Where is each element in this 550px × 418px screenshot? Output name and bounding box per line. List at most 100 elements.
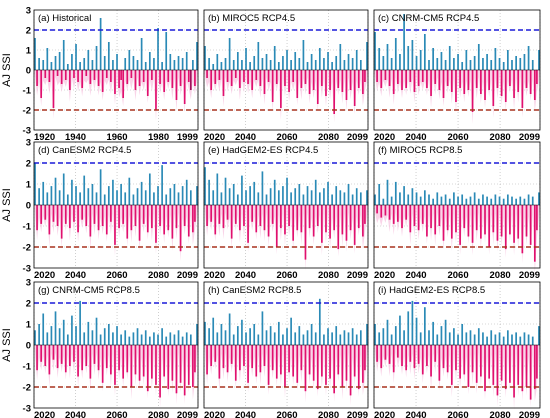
bar-2088 <box>173 334 176 345</box>
bar-2060 <box>457 196 459 205</box>
bar-2094 <box>355 334 358 345</box>
bar-2042 <box>249 186 251 205</box>
bar-2089 <box>517 70 520 92</box>
bar-2040 <box>415 317 418 345</box>
bar-2060 <box>286 328 288 345</box>
bar-2034 <box>403 330 405 345</box>
bar-2090 <box>177 192 180 205</box>
bar-2030 <box>54 177 57 205</box>
bar-2097 <box>192 345 194 387</box>
bar-2049 <box>93 345 96 364</box>
bar-2057 <box>280 70 282 108</box>
bar-2020 <box>204 46 206 70</box>
bar-2093 <box>525 70 528 88</box>
bar-2042 <box>249 328 251 345</box>
bar-2038 <box>71 315 73 345</box>
bar-2055 <box>275 70 278 84</box>
bar-2073 <box>484 70 486 100</box>
bar-2058 <box>112 179 114 205</box>
bar-2020 <box>34 163 36 205</box>
bar-2077 <box>492 70 495 106</box>
xtick-label: 2080 <box>318 270 339 281</box>
bar-2046 <box>257 334 260 345</box>
bar-2021 <box>376 205 378 214</box>
bar-2050 <box>436 334 439 345</box>
ytick-label: 0 <box>26 201 31 212</box>
bar-2049 <box>263 205 266 231</box>
bar-2079 <box>496 345 499 396</box>
bar-2073 <box>312 70 315 90</box>
panel-frame <box>203 141 369 269</box>
bar-2096 <box>531 60 534 70</box>
bar-2076 <box>148 336 151 345</box>
bar-2056 <box>277 62 280 70</box>
bar-1947 <box>89 70 92 84</box>
panel-1: -3 -2 -1 0 1 2 3 1920 1940 1960 1980 1999 (a) Histor… <box>23 6 199 143</box>
bar-2087 <box>513 70 515 98</box>
bar-2080 <box>327 52 329 70</box>
xtick-label: 2080 <box>318 132 339 143</box>
bar-2028 <box>390 196 393 205</box>
bar-2070 <box>306 186 309 205</box>
bar-1955 <box>105 70 108 78</box>
bar-2045 <box>255 345 258 377</box>
bar-1921 <box>36 70 38 86</box>
bar-2082 <box>331 332 333 345</box>
bar-2027 <box>388 205 391 220</box>
bar-2037 <box>69 205 71 229</box>
bar-2089 <box>517 205 520 239</box>
bar-2051 <box>97 205 100 231</box>
bar-2092 <box>523 54 526 70</box>
bar-2035 <box>234 345 237 381</box>
bar-2064 <box>294 332 297 345</box>
bar-2091 <box>349 205 352 231</box>
negative-envelope <box>374 205 540 275</box>
bar-2038 <box>411 40 414 70</box>
bar-2029 <box>52 345 55 360</box>
bar-2055 <box>446 205 449 231</box>
bar-2081 <box>329 345 331 379</box>
ylabel-row-2: AJ SSI <box>1 188 13 222</box>
bar-2059 <box>284 70 286 86</box>
bar-1960 <box>116 54 118 70</box>
panel-title: (i) HadGEM2-ES RCP8.5 <box>378 285 485 296</box>
xtick-label: 2060 <box>106 410 127 418</box>
bar-2051 <box>438 345 441 381</box>
bar-2028 <box>390 334 393 345</box>
bar-2023 <box>380 205 383 218</box>
bar-2036 <box>236 52 239 70</box>
bar-2064 <box>124 192 127 205</box>
bar-2041 <box>417 345 420 364</box>
bar-2092 <box>351 328 354 345</box>
bar-2052 <box>269 60 272 70</box>
bar-2045 <box>85 345 88 366</box>
bar-2035 <box>405 205 408 220</box>
bar-2021 <box>206 345 208 375</box>
bar-2061 <box>118 205 120 229</box>
bar-2061 <box>118 345 120 371</box>
xtick-label: 2060 <box>276 132 297 143</box>
bar-2056 <box>277 190 280 205</box>
bar-2078 <box>323 334 325 345</box>
bar-2030 <box>394 38 397 70</box>
bar-2090 <box>519 58 522 70</box>
bar-2072 <box>310 190 313 205</box>
bar-1973 <box>142 70 145 82</box>
bar-2075 <box>316 205 319 226</box>
bar-2068 <box>302 334 305 345</box>
bar-2028 <box>220 192 223 205</box>
xtick-label: 2020 <box>204 410 225 418</box>
bar-2061 <box>288 70 290 92</box>
bar-2062 <box>120 184 122 205</box>
bar-1982 <box>161 62 163 70</box>
bar-2096 <box>359 330 362 345</box>
bar-2026 <box>216 54 219 70</box>
bar-2022 <box>378 184 381 205</box>
bar-2086 <box>339 334 342 345</box>
bar-2079 <box>496 205 499 241</box>
panel-frame <box>373 281 541 409</box>
bar-1934 <box>62 40 65 70</box>
bar-2079 <box>325 70 327 96</box>
bar-1958 <box>112 60 114 70</box>
